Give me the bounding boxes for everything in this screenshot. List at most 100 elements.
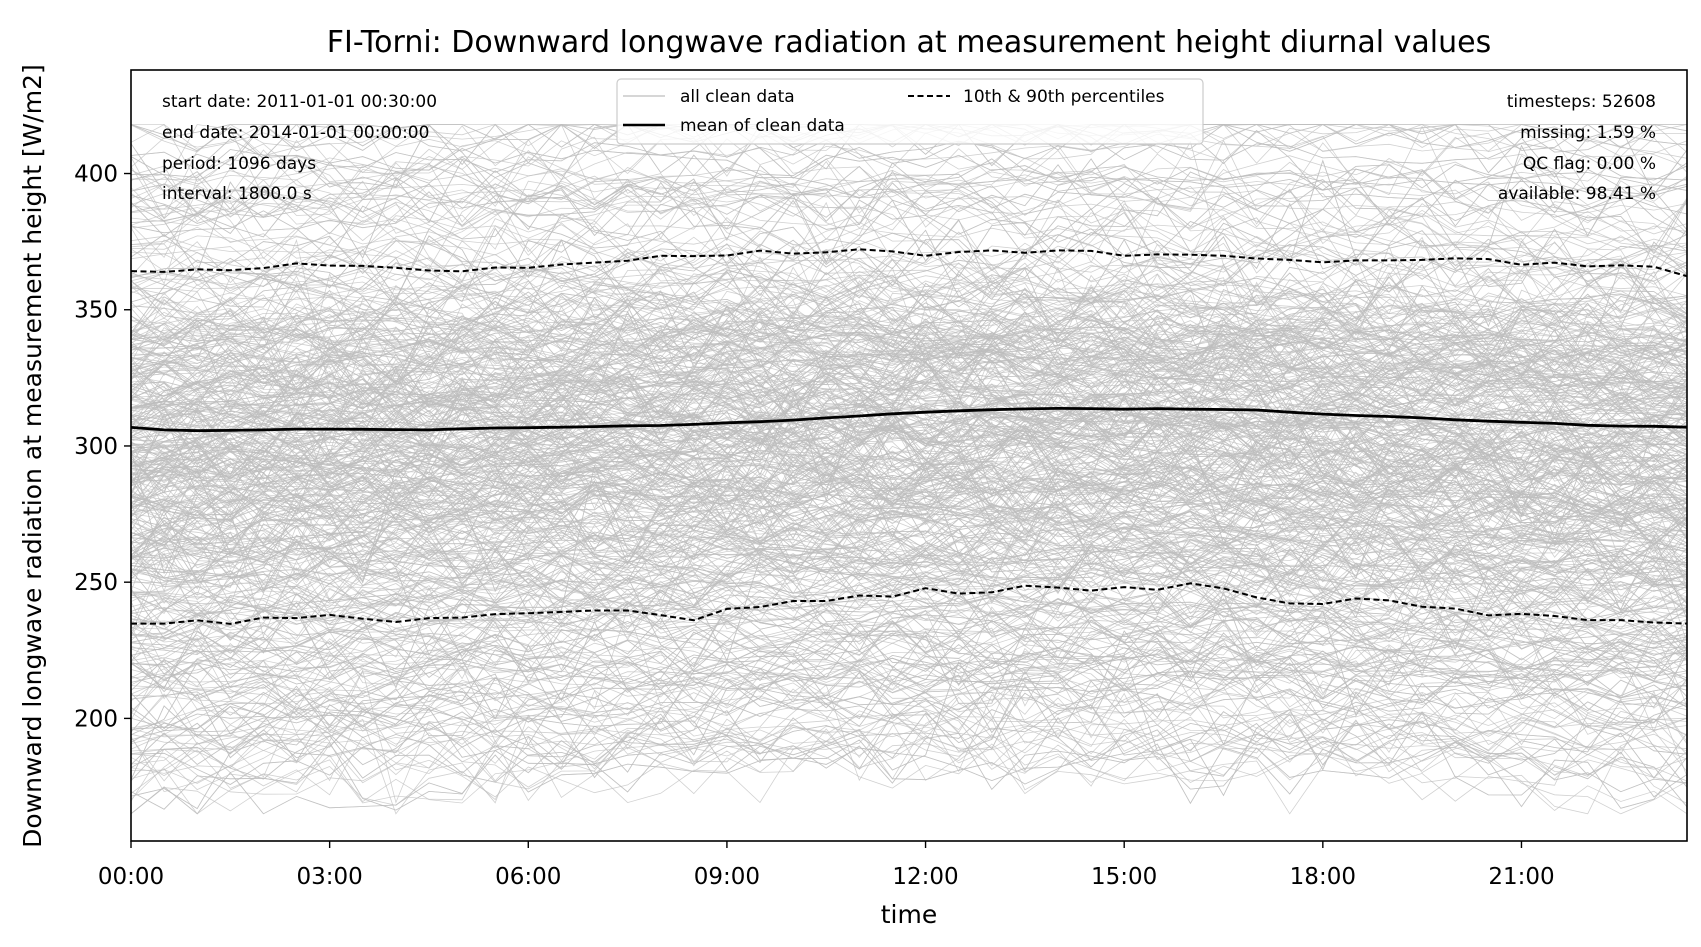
clean-data-line — [131, 379, 1687, 421]
clean-data-line — [131, 125, 1687, 250]
clean-data-line — [131, 686, 1687, 743]
clean-data-line — [131, 671, 1687, 751]
clean-data-line — [131, 584, 1687, 689]
clean-data-line — [131, 523, 1687, 655]
clean-data-line — [131, 379, 1687, 484]
clean-data-line — [131, 408, 1687, 522]
info-qc-flag: QC flag: 0.00 % — [1523, 154, 1656, 174]
clean-data-line — [131, 264, 1687, 364]
clean-data-line — [131, 467, 1687, 540]
clean-data-line — [131, 599, 1687, 665]
legend-label-percentiles: 10th & 90th percentiles — [963, 87, 1165, 107]
clean-data-line — [131, 550, 1687, 615]
x-tick-label: 12:00 — [892, 864, 958, 890]
x-tick-label: 15:00 — [1091, 864, 1157, 890]
clean-data-line — [131, 669, 1687, 804]
clean-data-line — [131, 156, 1687, 288]
plot-frame — [130, 69, 1688, 842]
info-start-date: start date: 2011-01-01 00:30:00 — [162, 92, 437, 112]
clean-data-line — [131, 707, 1687, 810]
clean-data-line — [131, 339, 1687, 436]
clean-data-line — [131, 397, 1687, 518]
clean-data-line — [131, 557, 1687, 643]
clean-data-line — [131, 337, 1687, 389]
clean-data-line — [131, 267, 1687, 395]
clean-data-line — [131, 361, 1687, 445]
clean-data-line — [131, 617, 1687, 712]
clean-data-line — [131, 530, 1687, 642]
clean-data-line — [131, 468, 1687, 632]
x-tick-label: 21:00 — [1488, 864, 1554, 890]
clean-data-line — [131, 239, 1687, 343]
clean-data-line — [131, 561, 1687, 610]
clean-data-line — [131, 139, 1687, 181]
clean-data-line — [131, 669, 1687, 780]
clean-data-line — [131, 321, 1687, 365]
clean-data-line — [131, 182, 1687, 247]
clean-data-line — [131, 406, 1687, 465]
clean-data-line — [131, 362, 1687, 509]
clean-data-line — [131, 464, 1687, 651]
clean-data-line — [131, 305, 1687, 427]
clean-data-line — [131, 402, 1687, 534]
clean-data-line — [131, 494, 1687, 613]
info-timesteps: timesteps: 52608 — [1507, 92, 1656, 112]
clean-data-line — [131, 186, 1687, 282]
clean-data-line — [131, 521, 1687, 593]
clean-data-line — [131, 276, 1687, 403]
clean-data-line — [131, 336, 1687, 410]
clean-data-line — [131, 347, 1687, 385]
clean-data-line — [131, 620, 1687, 683]
clean-data-line — [131, 222, 1687, 300]
clean-data-line — [131, 236, 1687, 346]
clean-data-line — [131, 283, 1687, 406]
clean-data-line — [131, 630, 1687, 779]
clean-data-line — [131, 246, 1687, 327]
clean-data-line — [131, 308, 1687, 417]
clean-data-line — [131, 319, 1687, 368]
clean-data-line — [131, 710, 1687, 815]
clean-data-line — [131, 430, 1687, 584]
y-tick-label: 400 — [74, 162, 118, 188]
clean-data-line — [131, 239, 1687, 365]
clean-data-line — [131, 501, 1687, 613]
clean-data-line — [131, 464, 1687, 537]
clean-data-line — [131, 573, 1687, 643]
clean-data-line — [131, 596, 1687, 755]
clean-data-line — [131, 227, 1687, 298]
clean-data-line — [131, 157, 1687, 227]
y-axis: 200 250 300 350 400 — [74, 162, 131, 732]
x-axis-label: time — [881, 900, 937, 929]
clean-data-line — [131, 382, 1687, 469]
clean-data-line — [131, 437, 1687, 575]
clean-data-line — [131, 333, 1687, 391]
x-tick-label: 09:00 — [694, 864, 760, 890]
y-tick-label: 250 — [74, 570, 118, 596]
info-interval: interval: 1800.0 s — [162, 184, 312, 204]
clean-data-line — [131, 286, 1687, 390]
clean-data-line — [131, 494, 1687, 545]
clean-data-line — [131, 604, 1687, 688]
clean-data-line — [131, 506, 1687, 573]
info-missing: missing: 1.59 % — [1520, 123, 1656, 143]
clean-data-line — [131, 654, 1687, 723]
series-layer — [131, 248, 1687, 625]
clean-data-line — [131, 436, 1687, 527]
clean-data-line — [131, 398, 1687, 463]
clean-data-line — [131, 256, 1687, 376]
clean-data-line — [131, 317, 1687, 419]
chart-title: FI-Torni: Downward longwave radiation at… — [327, 25, 1491, 60]
clean-data-line — [131, 466, 1687, 552]
clean-data-line — [131, 623, 1687, 808]
clean-data-line — [131, 401, 1687, 481]
clean-data-line — [131, 522, 1687, 564]
clean-data-line — [131, 598, 1687, 650]
percentile-90-line — [131, 248, 1687, 278]
x-axis: 00:00 03:00 06:00 09:00 12:00 15:00 18:00 21:00 — [98, 841, 1555, 890]
clean-data-line — [131, 267, 1687, 395]
clean-data-line — [131, 654, 1687, 797]
clean-data-line — [131, 330, 1687, 384]
clean-data-line — [131, 715, 1687, 815]
clean-data-line — [131, 591, 1687, 735]
clean-data-line — [131, 680, 1687, 800]
